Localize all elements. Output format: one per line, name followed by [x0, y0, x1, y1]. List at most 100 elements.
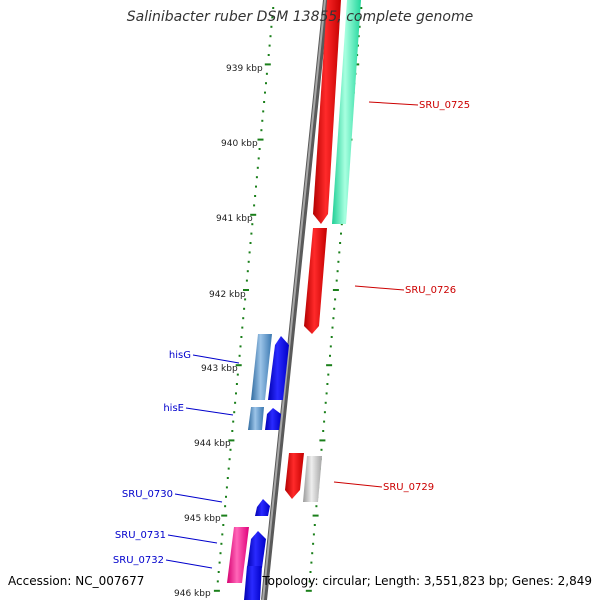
- inner-tick-dot: [235, 392, 237, 395]
- gene-arrow-sru-0729[interactable]: [285, 453, 304, 499]
- outer-tick-dot: [359, 16, 362, 19]
- gene-arrow-sru-0726[interactable]: [304, 228, 327, 334]
- inner-tick-dot: [243, 307, 246, 310]
- outer-tick-dot: [334, 298, 337, 301]
- inner-tick-dot: [251, 223, 254, 226]
- inner-tick-dot: [245, 279, 248, 282]
- inner-tick-dot: [264, 63, 271, 66]
- outer-tick-dot: [338, 251, 341, 254]
- outer-tick-dot: [312, 542, 315, 545]
- feature-sru-0729[interactable]: [303, 456, 322, 502]
- outer-tick-dot: [320, 448, 323, 451]
- gene-arrow-hise[interactable]: [265, 408, 281, 430]
- inner-tick-dot: [228, 458, 231, 461]
- inner-tick-dot: [254, 195, 257, 197]
- inner-tick-dot: [224, 505, 227, 508]
- outer-tick-dot: [358, 25, 361, 28]
- inner-tick-dot: [240, 336, 243, 338]
- inner-tick-dot: [227, 467, 230, 470]
- inner-tick-dot: [257, 138, 264, 141]
- inner-tick-dot: [233, 411, 236, 414]
- outer-tick-dot: [331, 326, 334, 329]
- inner-tick-dot: [229, 448, 232, 451]
- inner-tick-dot: [265, 82, 267, 85]
- inner-tick-dot: [267, 54, 270, 56]
- outer-tick-dot: [308, 580, 311, 583]
- outer-tick-dot: [329, 354, 331, 357]
- inner-tick-dot: [217, 571, 220, 573]
- outer-tick-dot: [312, 514, 319, 517]
- gene-label-hisg[interactable]: hisG: [169, 350, 191, 361]
- kbp-label-945: 945 kbp: [184, 514, 221, 524]
- inner-tick-dot: [260, 129, 263, 132]
- inner-tick-dot: [225, 495, 227, 498]
- kbp-label-939: 939 kbp: [226, 64, 263, 74]
- outer-tick-dot: [326, 364, 333, 367]
- outer-tick-dot: [309, 571, 312, 573]
- inner-tick-dot: [222, 524, 225, 526]
- gene-arrow-sru-0730[interactable]: [255, 499, 270, 516]
- inner-tick-dot: [218, 561, 221, 564]
- inner-tick-dot: [239, 345, 242, 348]
- gene-label-sru-0729[interactable]: SRU_0729: [383, 482, 434, 493]
- inner-tick-dot: [255, 176, 258, 179]
- gene-label-hise[interactable]: hisE: [163, 403, 184, 414]
- kbp-label-943: 943 kbp: [201, 364, 238, 374]
- gene-label-sru-0726[interactable]: SRU_0726: [405, 285, 456, 296]
- gene-label-sru-0731[interactable]: SRU_0731: [115, 530, 166, 541]
- outer-tick-dot: [326, 383, 329, 385]
- inner-tick-dot: [238, 354, 241, 357]
- outer-tick-dot: [319, 439, 326, 442]
- outer-tick-dot: [360, 7, 363, 9]
- outer-tick-dot: [357, 35, 360, 38]
- outer-tick-dot: [332, 289, 339, 291]
- gene-arrow-sru-0731[interactable]: [247, 531, 266, 568]
- feature-hise[interactable]: [248, 407, 264, 430]
- kbp-label-940: 940 kbp: [221, 139, 258, 149]
- inner-tick-dot: [244, 298, 247, 301]
- inner-tick-dot: [261, 119, 264, 122]
- inner-tick-dot: [221, 533, 224, 536]
- inner-tick-dot: [250, 213, 257, 216]
- outer-tick-dot: [336, 270, 339, 273]
- gene-label-sru-0725[interactable]: SRU_0725: [419, 100, 470, 111]
- kbp-label-941: 941 kbp: [216, 214, 253, 224]
- outer-tick-dot: [312, 533, 315, 536]
- inner-tick-dot: [269, 35, 272, 38]
- feature-hisg[interactable]: [251, 334, 272, 400]
- feature-sru-0725[interactable]: [332, 0, 361, 224]
- accession-text: Accession: NC_007677: [8, 574, 145, 588]
- kbp-label-942: 942 kbp: [209, 290, 246, 300]
- outer-tick-dot: [305, 589, 312, 592]
- inner-tick-dot: [219, 552, 222, 555]
- inner-tick-dot: [216, 580, 219, 583]
- outer-tick-dot: [325, 392, 328, 395]
- gene-arrow-sru-0725[interactable]: [313, 0, 341, 224]
- leader-line-sru-0730: [174, 493, 223, 503]
- inner-tick-dot: [221, 514, 228, 517]
- inner-tick-dot: [213, 589, 220, 592]
- inner-tick-dot: [232, 420, 235, 423]
- outer-tick-dot: [329, 345, 332, 348]
- leader-line-sru-0726: [354, 285, 405, 291]
- inner-tick-dot: [234, 401, 237, 404]
- inner-tick-dot: [272, 7, 275, 9]
- inner-tick-dot: [220, 542, 223, 545]
- inner-tick-dot: [265, 72, 268, 75]
- outer-tick-dot: [339, 242, 342, 244]
- leader-line-sru-0731: [167, 534, 218, 544]
- inner-tick-dot: [256, 166, 259, 169]
- gene-label-sru-0732[interactable]: SRU_0732: [113, 555, 164, 566]
- inner-tick-dot: [246, 270, 249, 273]
- inner-tick-dot: [249, 242, 252, 244]
- inner-tick-dot: [255, 185, 257, 188]
- gene-label-sru-0730[interactable]: SRU_0730: [122, 489, 173, 500]
- inner-tick-dot: [235, 364, 242, 367]
- feature-sru-0731[interactable]: [227, 527, 249, 583]
- inner-tick-dot: [268, 44, 271, 47]
- map-title: Salinibacter ruber DSM 13855, complete g…: [126, 9, 474, 25]
- gene-arrow-sru-0732[interactable]: [244, 566, 262, 600]
- gene-arrow-hisg[interactable]: [268, 336, 289, 400]
- inner-tick-dot: [242, 317, 245, 320]
- inner-tick-dot: [226, 477, 229, 479]
